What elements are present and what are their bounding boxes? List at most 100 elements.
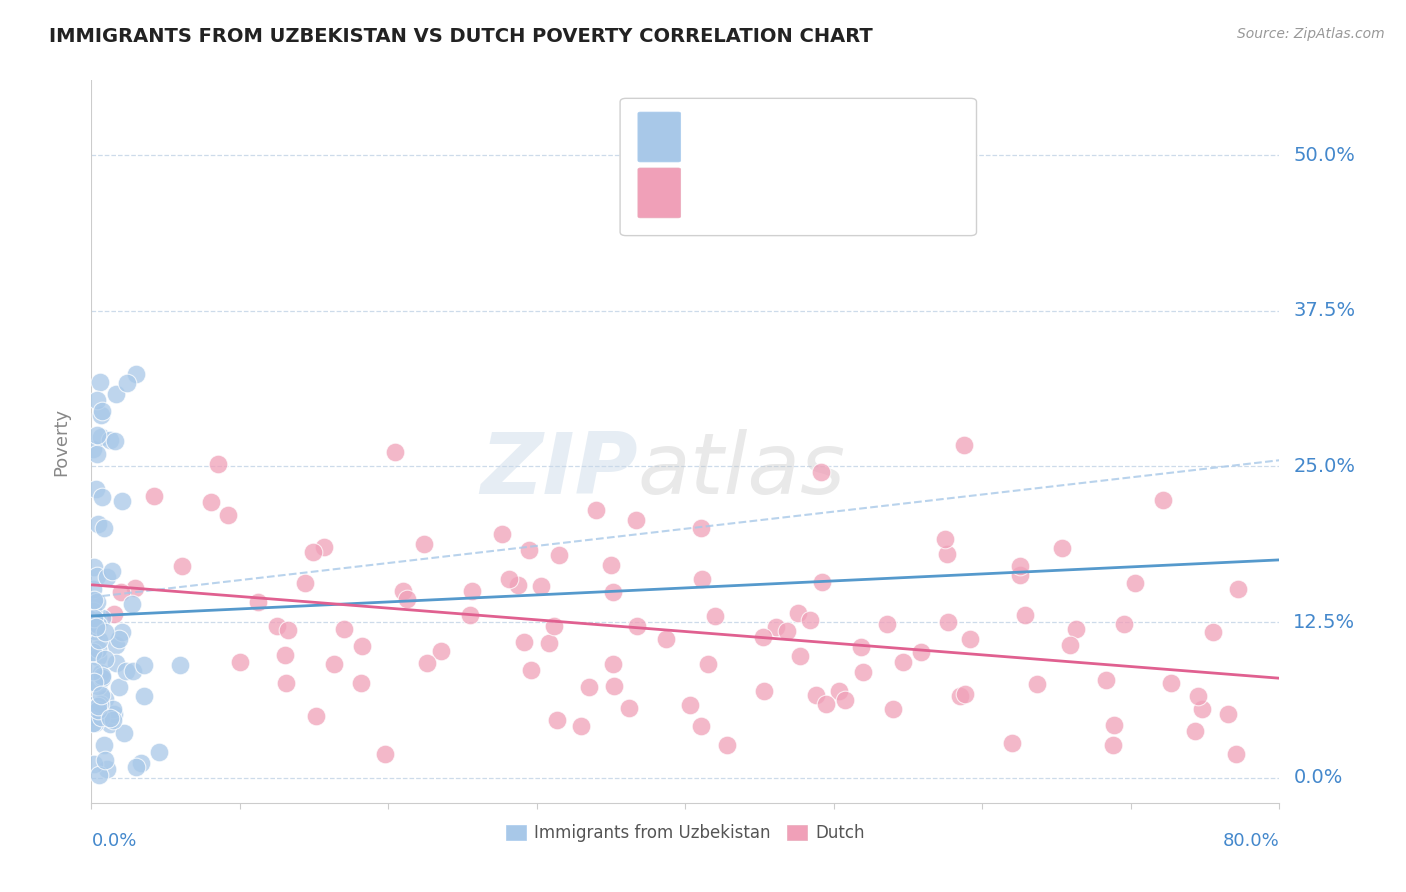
Point <box>692 573 714 587</box>
Point <box>131 756 153 771</box>
Point <box>787 606 810 620</box>
Point <box>82 604 104 618</box>
Point <box>752 630 775 644</box>
Point <box>322 657 344 672</box>
Point <box>122 664 145 678</box>
Point <box>96 570 118 584</box>
Point <box>94 706 117 721</box>
Point <box>103 706 125 721</box>
Text: 12.5%: 12.5% <box>1294 613 1355 632</box>
Point <box>89 666 111 681</box>
Point <box>1010 559 1032 574</box>
Point <box>83 675 105 690</box>
Point <box>498 572 520 586</box>
Point <box>111 624 134 639</box>
Text: IMMIGRANTS FROM UZBEKISTAN VS DUTCH POVERTY CORRELATION CHART: IMMIGRANTS FROM UZBEKISTAN VS DUTCH POVE… <box>49 27 873 45</box>
Point <box>834 692 856 706</box>
Point <box>86 642 108 657</box>
Point <box>89 698 111 712</box>
Point <box>520 663 543 677</box>
Point <box>679 698 702 713</box>
Point <box>207 457 229 471</box>
Point <box>108 680 131 694</box>
Point <box>936 547 959 561</box>
Point <box>1202 625 1225 640</box>
Point <box>602 657 624 672</box>
Point <box>1001 735 1024 749</box>
Point <box>953 437 976 451</box>
Point <box>125 760 148 774</box>
Point <box>430 644 453 658</box>
Point <box>94 652 117 666</box>
Point <box>101 564 124 578</box>
Point <box>132 689 155 703</box>
Point <box>876 617 898 632</box>
Point <box>1112 617 1135 632</box>
Y-axis label: Poverty: Poverty <box>52 408 70 475</box>
Point <box>828 684 851 698</box>
Point <box>91 611 114 625</box>
Point <box>1025 676 1047 690</box>
Text: 50.0%: 50.0% <box>1294 145 1355 164</box>
Point <box>93 521 115 535</box>
Point <box>416 656 439 670</box>
Point <box>811 574 834 589</box>
Point <box>103 607 125 622</box>
Point <box>1160 676 1182 690</box>
Point <box>246 595 269 609</box>
Point <box>148 745 170 759</box>
Point <box>86 569 108 583</box>
Point <box>82 664 104 678</box>
Point <box>87 617 110 632</box>
Point <box>392 583 415 598</box>
Point <box>543 619 565 633</box>
Point <box>84 482 107 496</box>
Point <box>112 726 135 740</box>
Point <box>83 756 105 771</box>
Point <box>87 767 110 781</box>
Legend: Immigrants from Uzbekistan, Dutch: Immigrants from Uzbekistan, Dutch <box>499 817 872 848</box>
Point <box>82 645 104 659</box>
Point <box>134 658 156 673</box>
Point <box>87 703 110 717</box>
Point <box>696 657 718 671</box>
Point <box>602 585 624 599</box>
Text: Source: ZipAtlas.com: Source: ZipAtlas.com <box>1237 27 1385 41</box>
Point <box>804 688 827 702</box>
Point <box>143 489 166 503</box>
Point <box>89 698 111 713</box>
Point <box>799 613 821 627</box>
Point <box>1184 723 1206 738</box>
Point <box>200 494 222 508</box>
Point <box>170 559 193 574</box>
Point <box>1187 689 1209 703</box>
Point <box>374 747 396 762</box>
Point <box>1191 702 1213 716</box>
Point <box>86 392 108 407</box>
Point <box>690 719 713 733</box>
Point <box>491 526 513 541</box>
Point <box>110 585 132 599</box>
Text: 37.5%: 37.5% <box>1294 301 1355 320</box>
Point <box>90 710 112 724</box>
Point <box>1059 638 1081 652</box>
Point <box>115 664 138 678</box>
Point <box>412 537 434 551</box>
Point <box>569 719 592 733</box>
Point <box>352 639 374 653</box>
Point <box>603 679 626 693</box>
Point <box>87 698 110 713</box>
Point <box>938 615 960 629</box>
Point <box>689 521 711 535</box>
Point <box>538 636 561 650</box>
Point <box>83 715 105 730</box>
Point <box>83 596 105 610</box>
Point <box>626 619 648 633</box>
Point <box>333 622 356 636</box>
Point <box>105 638 128 652</box>
FancyBboxPatch shape <box>638 112 681 162</box>
Point <box>1102 738 1125 752</box>
Point <box>87 516 110 531</box>
Text: ZIP: ZIP <box>481 429 638 512</box>
Point <box>86 610 108 624</box>
